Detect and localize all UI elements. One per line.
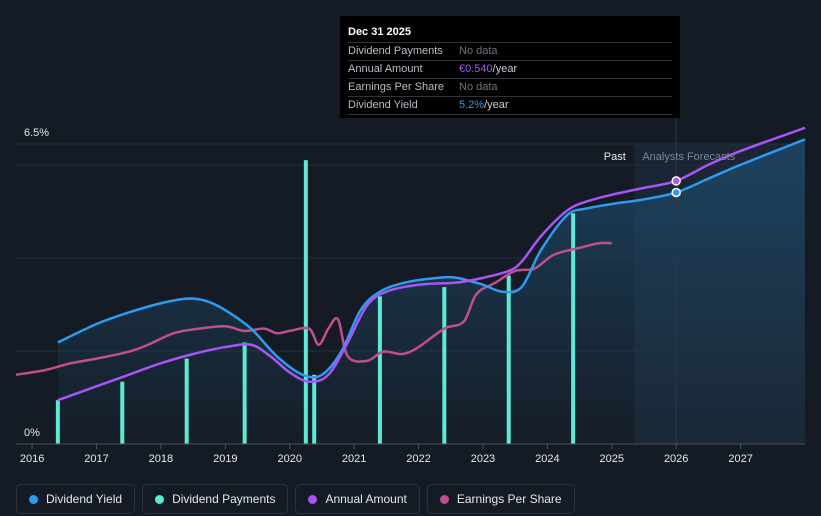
dividend-payment-bar bbox=[571, 213, 576, 444]
y-tick-bottom: 0% bbox=[24, 427, 40, 439]
x-tick-label: 2021 bbox=[342, 453, 366, 465]
tooltip-unit: /year bbox=[492, 63, 518, 75]
tooltip-label: Dividend Yield bbox=[348, 99, 418, 111]
x-tick-label: 2024 bbox=[535, 453, 559, 465]
x-tick-label: 2023 bbox=[471, 453, 495, 465]
tooltip-row: Dividend Yield 5.2%/year bbox=[348, 96, 672, 115]
dividend-payment-bar bbox=[442, 287, 447, 444]
annual-amount-marker bbox=[671, 176, 681, 186]
x-axis-ticks: 2016 2017 2018 2019 2020 2021 2022 2023 2024 2025… bbox=[20, 444, 753, 465]
tooltip-row: Earnings Per Share No data bbox=[348, 78, 672, 96]
tooltip-value: 5.2% bbox=[459, 99, 485, 111]
dividend-payment-bar bbox=[184, 358, 189, 444]
tooltip-date: Dec 31 2025 bbox=[348, 26, 411, 38]
past-label: Past bbox=[604, 151, 626, 163]
tooltip-value: No data bbox=[459, 45, 498, 57]
x-tick-label: 2018 bbox=[149, 453, 173, 465]
dividend-payment-bar bbox=[242, 342, 247, 444]
legend-item-dividend-yield[interactable]: Dividend Yield bbox=[16, 484, 136, 514]
tooltip-value: No data bbox=[459, 81, 498, 93]
dividend-yield-marker bbox=[671, 187, 681, 198]
legend-label: Annual Amount bbox=[325, 492, 407, 506]
tooltip-label: Earnings Per Share bbox=[348, 81, 444, 93]
legend-label: Dividend Payments bbox=[172, 492, 276, 506]
y-tick-top: 6.5% bbox=[24, 127, 49, 139]
tooltip-label: Dividend Payments bbox=[348, 45, 443, 57]
dividend-payment-bar bbox=[303, 160, 308, 444]
dividend-payment-bar bbox=[377, 296, 382, 444]
dividend-payment-bar bbox=[55, 400, 60, 444]
x-tick-label: 2020 bbox=[277, 453, 301, 465]
legend-dot bbox=[439, 494, 449, 504]
x-tick-label: 2016 bbox=[20, 453, 44, 465]
tooltip-row: Dividend Payments No data bbox=[348, 42, 672, 60]
x-tick-label: 2022 bbox=[406, 453, 430, 465]
x-tick-label: 2019 bbox=[213, 453, 237, 465]
x-tick-label: 2025 bbox=[600, 453, 624, 465]
legend-item-earnings-per-share[interactable]: Earnings Per Share bbox=[426, 484, 575, 514]
tooltip-unit: /year bbox=[484, 99, 509, 111]
forecast-label: Analysts Forecasts bbox=[642, 151, 735, 163]
dividend-payment-bar bbox=[312, 374, 317, 444]
legend-label: Earnings Per Share bbox=[456, 492, 562, 506]
legend-dot bbox=[29, 494, 38, 504]
dividend-payment-bar bbox=[506, 275, 511, 444]
annual-amount-line bbox=[57, 126, 806, 402]
legend-item-dividend-payments[interactable]: Dividend Payments bbox=[142, 484, 289, 514]
dividend-payment-bar bbox=[120, 381, 125, 444]
x-tick-label: 2017 bbox=[84, 453, 108, 465]
dividend-yield-line bbox=[57, 138, 806, 379]
tooltip-value: €0.540 bbox=[459, 63, 493, 75]
tooltip-label: Annual Amount bbox=[348, 63, 423, 75]
legend-dot bbox=[308, 494, 318, 504]
tooltip: Dec 31 2025 Dividend Payments No data An… bbox=[340, 16, 680, 118]
legend-item-annual-amount[interactable]: Annual Amount bbox=[295, 484, 420, 514]
tooltip-row: Annual Amount €0.540/year bbox=[348, 60, 672, 78]
dividend-payment-bars bbox=[55, 160, 576, 444]
x-tick-label: 2026 bbox=[664, 453, 688, 465]
legend-dot bbox=[155, 494, 165, 504]
series-markers bbox=[671, 176, 681, 198]
series-lines bbox=[15, 126, 806, 402]
legend-label: Dividend Yield bbox=[46, 492, 123, 506]
earnings-per-share-line bbox=[15, 241, 612, 377]
x-tick-label: 2027 bbox=[728, 453, 752, 465]
legend: Dividend Yield Dividend Payments Annual … bbox=[16, 484, 575, 514]
